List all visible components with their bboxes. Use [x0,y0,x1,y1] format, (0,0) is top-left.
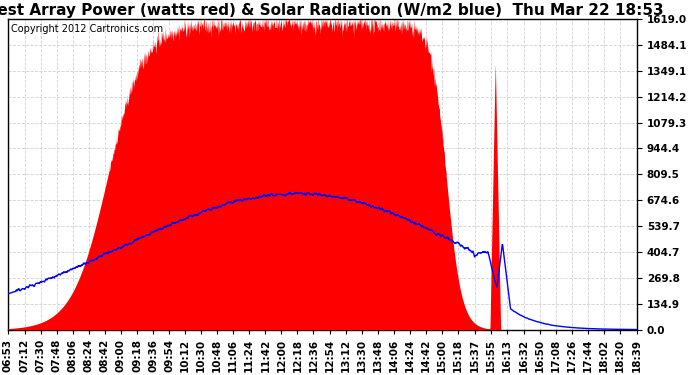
Text: Copyright 2012 Cartronics.com: Copyright 2012 Cartronics.com [11,24,163,34]
Title: West Array Power (watts red) & Solar Radiation (W/m2 blue)  Thu Mar 22 18:53: West Array Power (watts red) & Solar Rad… [0,3,664,18]
